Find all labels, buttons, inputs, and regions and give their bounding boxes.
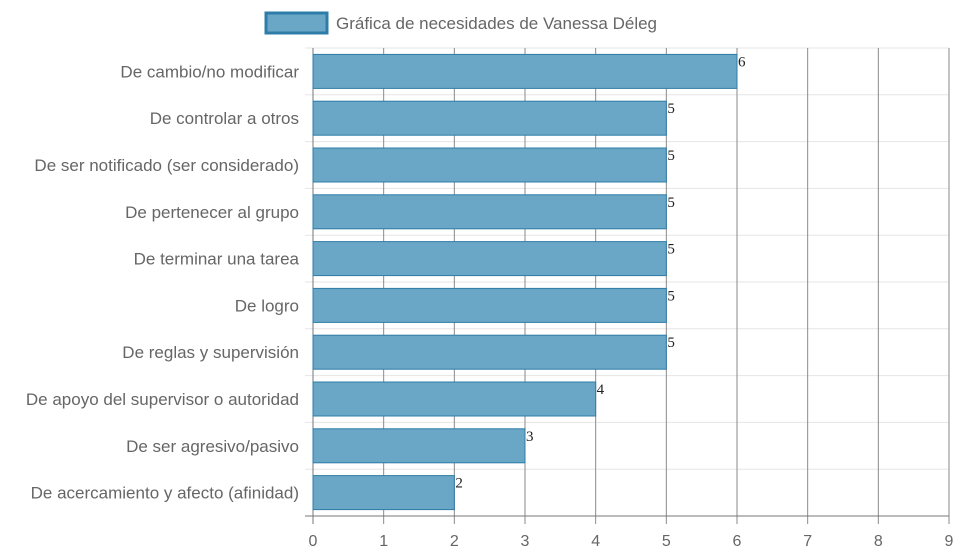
data-label: 5 (667, 148, 675, 164)
data-label: 4 (597, 382, 605, 398)
category-label: De apoyo del supervisor o autoridad (26, 390, 299, 409)
x-tick-label: 8 (874, 533, 883, 550)
x-tick-label: 4 (591, 533, 600, 550)
bar[interactable] (312, 53, 738, 89)
data-label: 2 (455, 476, 463, 492)
data-label: 5 (667, 288, 675, 304)
data-label: 5 (667, 101, 675, 117)
bar[interactable] (312, 334, 667, 370)
data-label: 6 (738, 54, 746, 70)
category-labels: De cambio/no modificar De controlar a otr… (26, 62, 300, 502)
category-label: De ser agresivo/pasivo (126, 437, 299, 456)
x-tick-label: 9 (945, 533, 954, 550)
data-labels: 6 5 5 5 5 5 5 4 3 2 (455, 54, 746, 491)
bar[interactable] (312, 287, 667, 323)
category-label: De acercamiento y afecto (afinidad) (31, 484, 299, 503)
legend-series-name[interactable]: Gráfica de necesidades de Vanessa Déleg (336, 14, 657, 33)
category-label: De reglas y supervisión (122, 343, 299, 362)
bar[interactable] (312, 475, 455, 511)
legend[interactable]: Gráfica de necesidades de Vanessa Déleg (264, 11, 657, 35)
category-label: De ser notificado (ser considerado) (34, 156, 299, 175)
bar[interactable] (312, 194, 667, 230)
data-label: 5 (667, 335, 675, 351)
bar[interactable] (312, 147, 667, 183)
category-label: De terminar una tarea (134, 250, 300, 269)
legend-swatch[interactable] (264, 11, 329, 35)
x-tick-label: 1 (379, 533, 388, 550)
category-label: De cambio/no modificar (120, 62, 299, 81)
bar[interactable] (312, 100, 667, 136)
x-tick-labels: 0 1 2 3 4 5 6 7 8 9 (309, 533, 954, 550)
data-label: 5 (667, 195, 675, 211)
category-label: De controlar a otros (150, 109, 299, 128)
category-label: De pertenecer al grupo (125, 203, 299, 222)
bar[interactable] (312, 428, 526, 464)
bars (312, 53, 738, 511)
x-tick-label: 6 (733, 533, 742, 550)
bar[interactable] (312, 241, 667, 277)
category-label: De logro (235, 296, 299, 315)
data-label: 3 (526, 429, 534, 445)
x-tick-label: 0 (309, 533, 318, 550)
bar[interactable] (312, 381, 597, 417)
x-tick-label: 5 (662, 533, 671, 550)
x-tick-label: 7 (803, 533, 812, 550)
x-tick-label: 2 (450, 533, 459, 550)
data-label: 5 (667, 242, 675, 258)
x-tick-label: 3 (521, 533, 530, 550)
